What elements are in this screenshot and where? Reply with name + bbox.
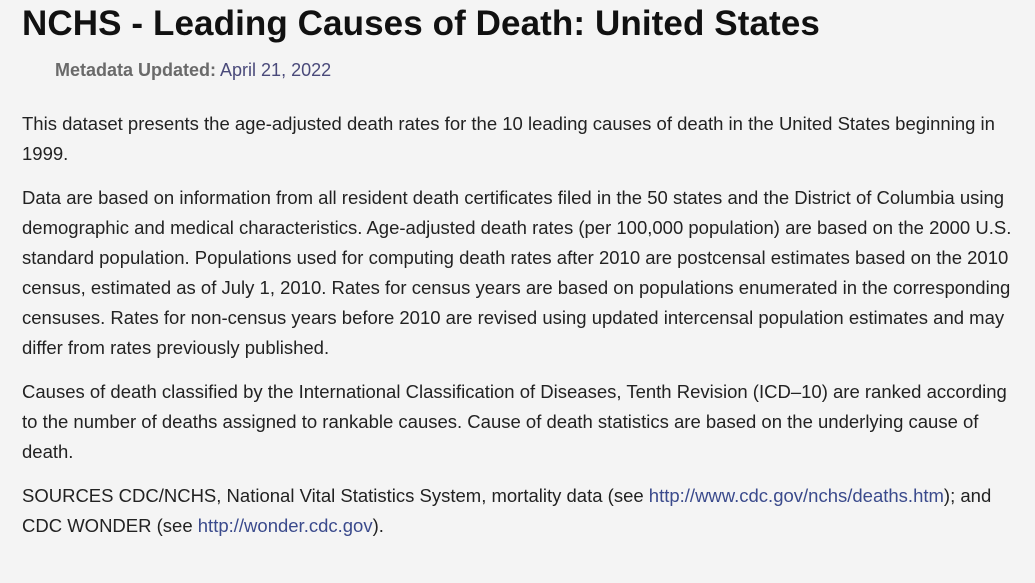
sources-suffix: ). bbox=[372, 515, 384, 536]
metadata-updated: Metadata Updated: April 21, 2022 bbox=[55, 58, 1035, 82]
sources-middle: ); and CDC WONDER (see bbox=[22, 485, 992, 536]
page-title: NCHS - Leading Causes of Death: United S… bbox=[22, 4, 820, 43]
description-paragraph-1: This dataset presents the age-adjusted d… bbox=[22, 113, 995, 164]
cdc-wonder-link[interactable]: http://wonder.cdc.gov bbox=[197, 515, 373, 536]
sources-prefix: SOURCES CDC/NCHS, National Vital Statist… bbox=[22, 485, 649, 506]
metadata-label: Metadata Updated: bbox=[55, 60, 217, 80]
description-paragraph-2: Data are based on information from all r… bbox=[22, 187, 1012, 358]
description-paragraph-3: Causes of death classified by the Intern… bbox=[22, 381, 1007, 462]
cdc-deaths-link[interactable]: http://www.cdc.gov/nchs/deaths.htm bbox=[648, 485, 944, 506]
sources-paragraph: SOURCES CDC/NCHS, National Vital Statist… bbox=[22, 481, 1017, 541]
metadata-date: April 21, 2022 bbox=[220, 60, 332, 80]
dataset-description: This dataset presents the age-adjusted d… bbox=[22, 109, 1017, 541]
